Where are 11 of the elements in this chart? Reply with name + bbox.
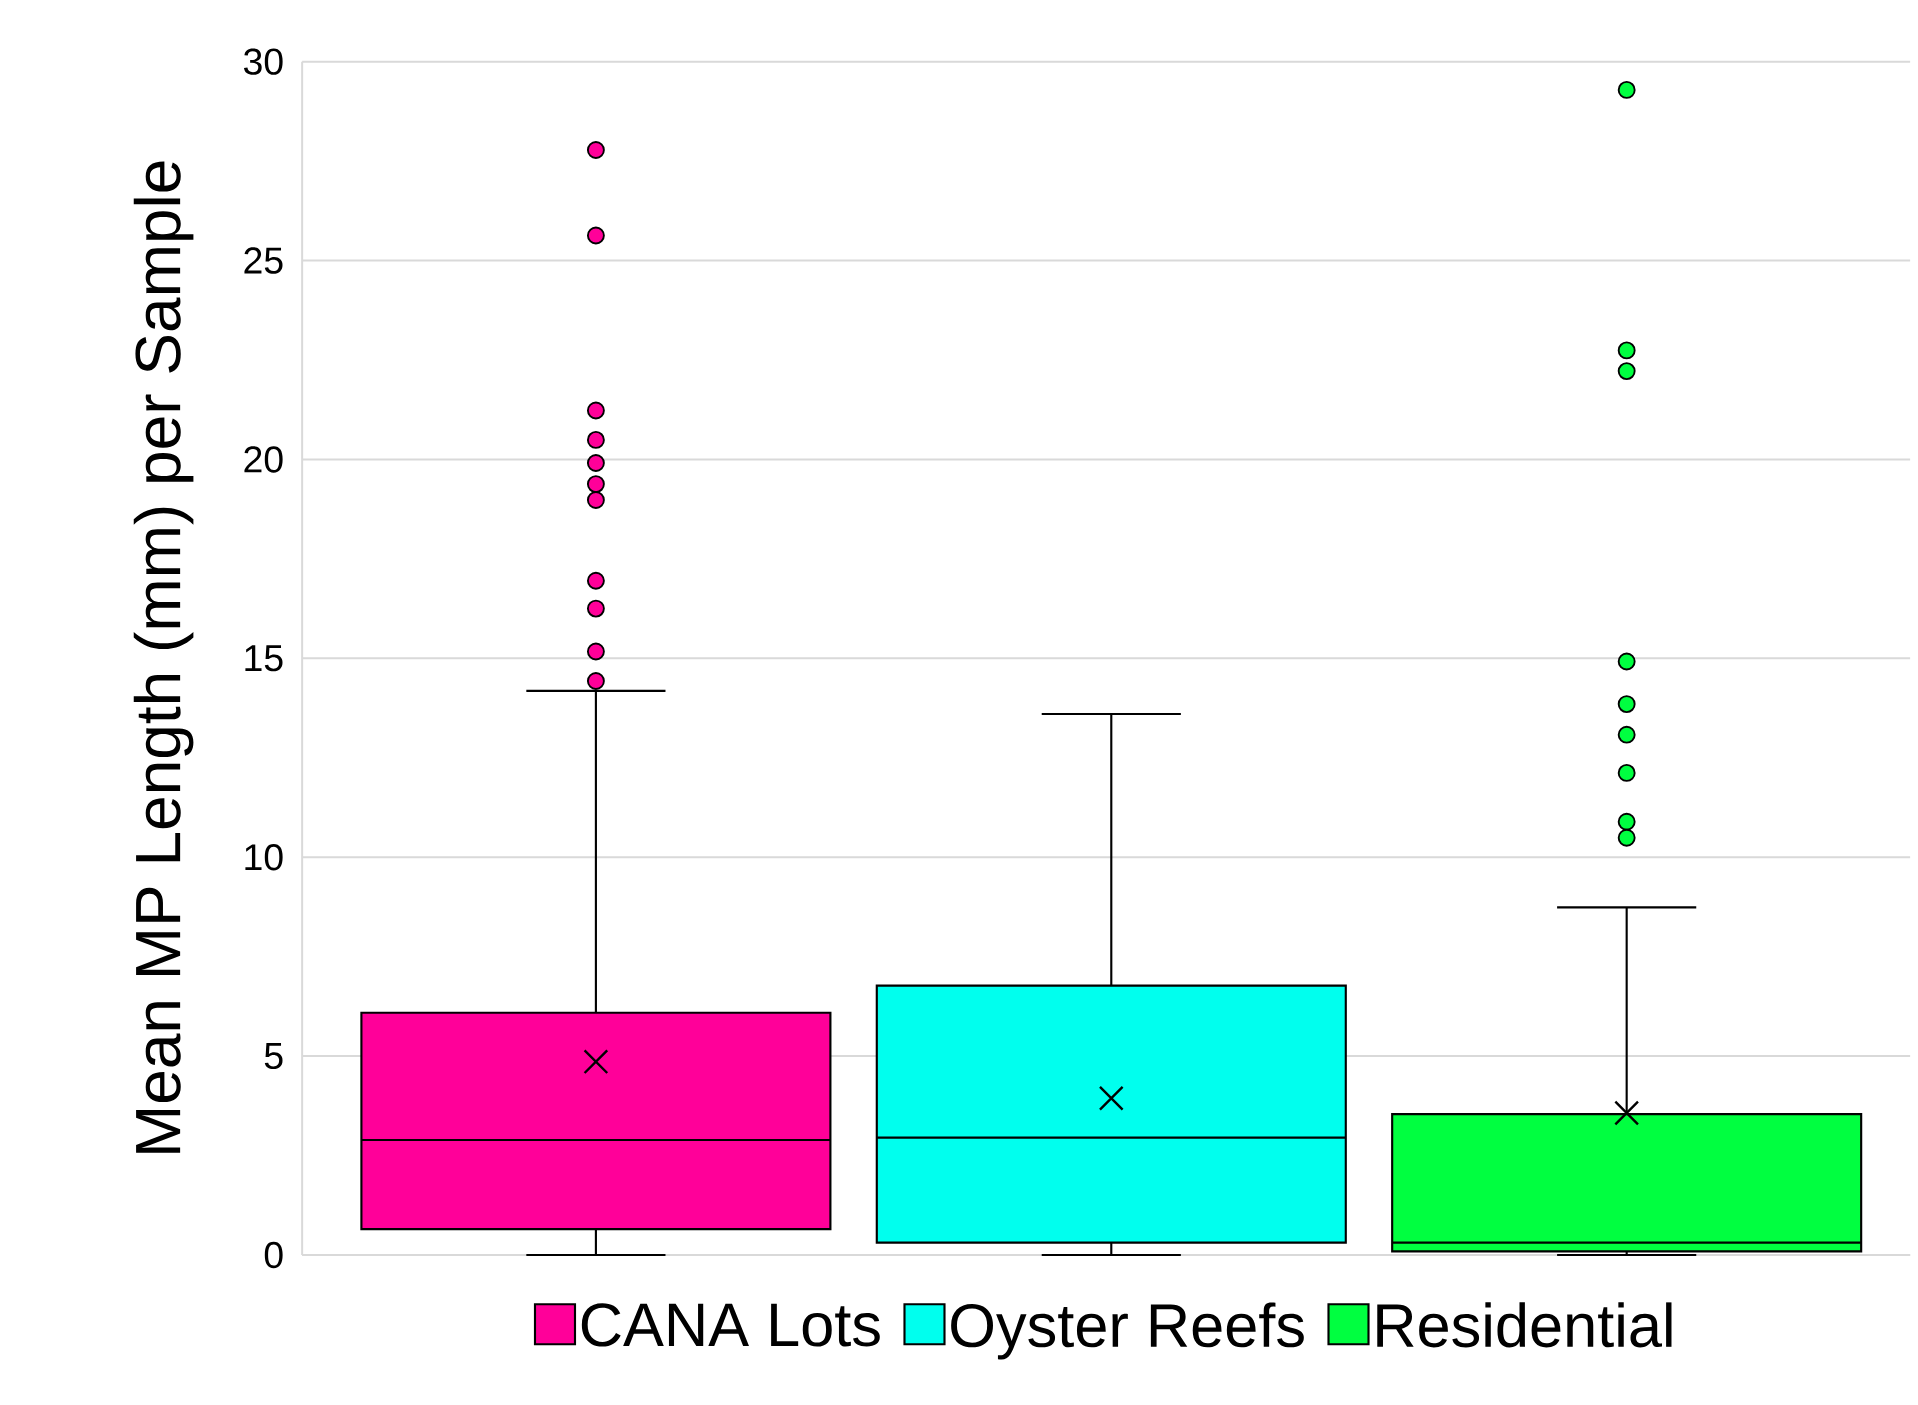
y-axis-title: Mean MP Length (mm) per Sample [133, 161, 194, 1153]
y-tick-label: 20 [244, 446, 283, 473]
legend-label: CANA Lots [581, 1303, 880, 1347]
legend-label: Oyster Reefs [951, 1302, 1304, 1360]
y-tick-label: 0 [264, 1241, 283, 1269]
y-tick-label: 25 [244, 247, 283, 274]
legend-label: Residential [1377, 1302, 1672, 1348]
y-tick-label: 10 [245, 844, 283, 871]
y-tick-label: 5 [264, 1043, 283, 1070]
y-tick-label: 30 [243, 48, 283, 75]
y-tick-label: 15 [245, 645, 283, 672]
